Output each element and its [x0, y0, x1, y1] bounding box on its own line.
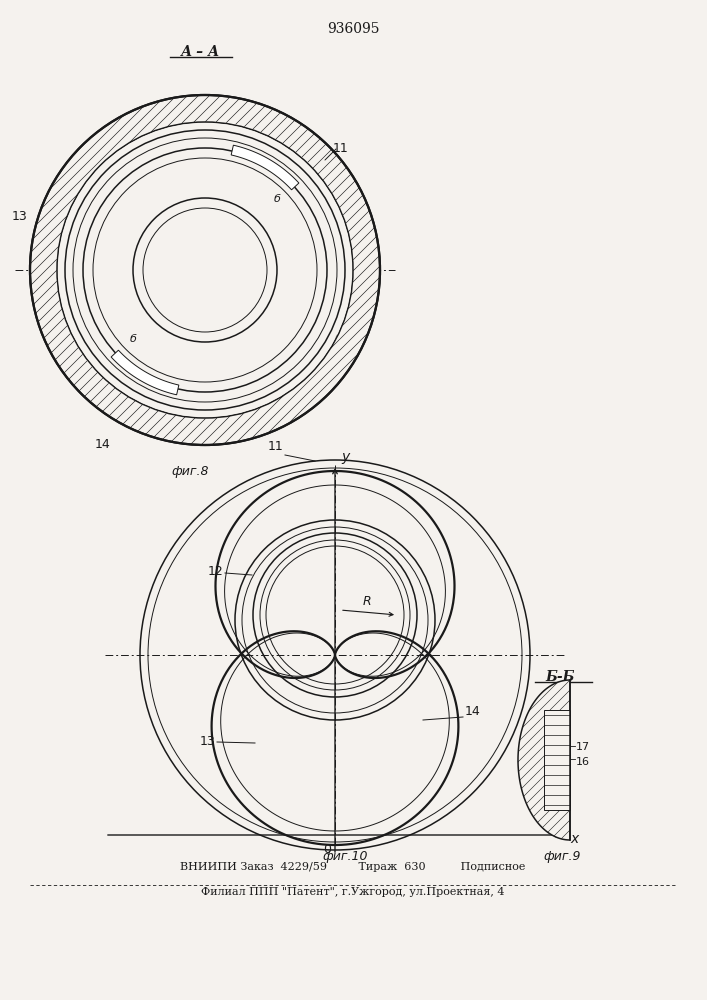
Text: Б-Б: Б-Б [545, 670, 575, 684]
Circle shape [58, 123, 352, 417]
Text: 13: 13 [11, 210, 27, 223]
Text: фиг.8: фиг.8 [171, 465, 209, 478]
Text: 17: 17 [576, 742, 590, 752]
Text: x: x [570, 832, 578, 846]
Text: y: y [341, 450, 349, 464]
Text: б: б [274, 194, 281, 204]
Text: 11: 11 [267, 440, 283, 453]
Polygon shape [111, 350, 179, 395]
Text: 11: 11 [333, 142, 349, 155]
Text: 0: 0 [323, 843, 331, 856]
Text: 936095: 936095 [327, 22, 379, 36]
Text: фиг.9: фиг.9 [543, 850, 580, 863]
Text: 16: 16 [576, 757, 590, 767]
Text: Филиал ППП "Патент", г.Ужгород, ул.Проектная, 4: Филиал ППП "Патент", г.Ужгород, ул.Проек… [201, 887, 505, 897]
Text: 12: 12 [207, 565, 223, 578]
Polygon shape [231, 145, 299, 190]
Text: б: б [129, 334, 136, 344]
Polygon shape [518, 680, 570, 840]
Text: ВНИИПИ Заказ  4229/59         Тираж  630          Подписное: ВНИИПИ Заказ 4229/59 Тираж 630 Подписное [180, 862, 526, 872]
Text: 13: 13 [199, 735, 215, 748]
Text: 16: 16 [323, 305, 339, 318]
Text: 14: 14 [465, 705, 481, 718]
Circle shape [30, 95, 380, 445]
Text: фиг.10: фиг.10 [322, 850, 368, 863]
Text: 14: 14 [95, 438, 111, 451]
Bar [544, 710, 570, 810]
Text: R: R [363, 595, 371, 608]
Text: А – А: А – А [180, 45, 220, 59]
Text: 15: 15 [323, 328, 339, 341]
